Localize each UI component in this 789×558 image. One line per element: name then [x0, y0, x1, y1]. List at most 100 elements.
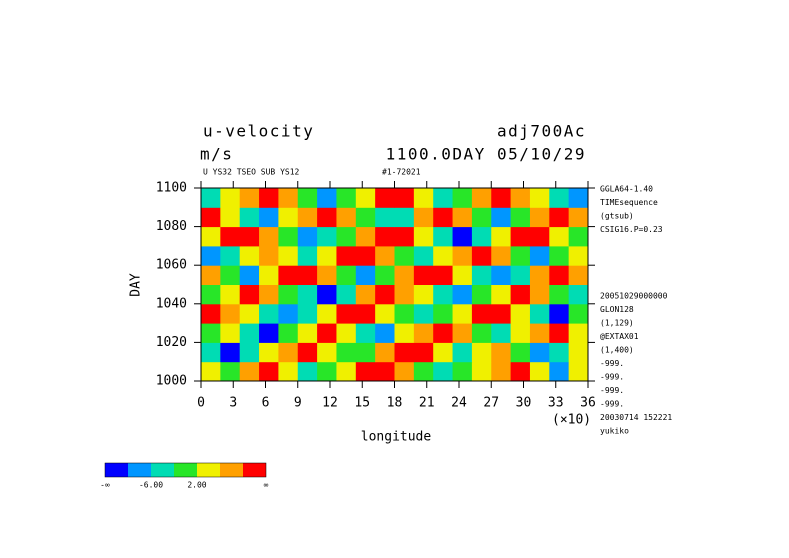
heatmap-cell: [491, 284, 512, 305]
heatmap-cell: [452, 361, 473, 382]
heatmap-cell: [375, 207, 395, 228]
heatmap-cell: [297, 188, 318, 208]
heatmap-cell: [259, 284, 279, 305]
heatmap-cell: [201, 342, 221, 363]
heatmap-cell: [394, 323, 415, 343]
heatmap-cell: [278, 323, 299, 343]
heatmap-cell: [201, 226, 221, 247]
heatmap-cell: [510, 265, 531, 285]
heatmap-cell: [452, 265, 473, 285]
heatmap-cell: [355, 207, 376, 228]
heatmap-cell: [355, 265, 376, 285]
heatmap-cell: [549, 323, 570, 343]
heatmap-cell: [549, 342, 570, 363]
heatmap-cell: [452, 188, 473, 208]
heatmap-cell: [297, 207, 318, 228]
heatmap-cell: [452, 245, 473, 266]
heatmap-cell: [297, 265, 318, 285]
time-label: 1100.0DAY 05/10/29: [386, 145, 586, 164]
info-text: GLON128: [600, 305, 634, 314]
heatmap-cell: [510, 303, 531, 324]
heatmap-cell: [471, 284, 492, 305]
heatmap-cell: [549, 188, 570, 208]
heatmap-cell: [510, 188, 531, 208]
heatmap-cell: [278, 284, 299, 305]
heatmap-cell: [568, 265, 589, 285]
heatmap-cell: [529, 207, 550, 228]
heatmap-cell: [568, 245, 589, 266]
heatmap-cell: [413, 342, 434, 363]
info-text: TIMEsequence: [600, 198, 658, 207]
x-tick-label: 12: [322, 396, 338, 411]
info-text: 20030714 152221: [600, 413, 672, 422]
heatmap-cell: [529, 323, 550, 343]
heatmap-cell: [336, 265, 357, 285]
heatmap-cell: [491, 188, 512, 208]
heatmap-cell: [297, 303, 318, 324]
heatmap-cell: [278, 361, 299, 382]
chart-title: u-velocity: [203, 122, 314, 141]
colorbar-label: ∞: [264, 481, 269, 490]
heatmap-cell: [452, 303, 473, 324]
heatmap-cell: [355, 303, 376, 324]
heatmap-cell: [317, 284, 337, 305]
heatmap-cell: [471, 188, 492, 208]
heatmap-cell: [491, 226, 512, 247]
heatmap-cell: [201, 188, 221, 208]
heatmap-cell: [394, 226, 415, 247]
heatmap-cell: [259, 226, 279, 247]
x-tick-label: 33: [548, 396, 564, 411]
heatmap-cell: [413, 207, 434, 228]
heatmap-cell: [394, 207, 415, 228]
x-tick-label: 18: [387, 396, 403, 411]
heatmap-cell: [529, 188, 550, 208]
heatmap-cell: [471, 265, 492, 285]
heatmap-cell: [201, 361, 221, 382]
heatmap-cell: [510, 284, 531, 305]
heatmap-cell: [433, 207, 454, 228]
heatmap-cell: [336, 323, 357, 343]
heatmap-cell: [259, 342, 279, 363]
heatmap-cell: [510, 226, 531, 247]
heatmap-cell: [529, 245, 550, 266]
heatmap-cell: [491, 265, 512, 285]
heatmap-cell: [549, 361, 570, 382]
heatmap-cell: [336, 245, 357, 266]
heatmap-cell: [336, 303, 357, 324]
heatmap-cell: [568, 342, 589, 363]
heatmap-cell: [317, 245, 337, 266]
heatmap-cell: [297, 361, 318, 382]
colorbar-swatch: [105, 463, 128, 477]
heatmap-cell: [317, 323, 337, 343]
heatmap-cell: [259, 323, 279, 343]
units: m/s: [200, 145, 233, 164]
heatmap-cell: [317, 188, 337, 208]
heatmap-cell: [239, 207, 260, 228]
info-text: @EXTAX01: [600, 332, 639, 341]
heatmap-cell: [491, 303, 512, 324]
heatmap-cell: [239, 284, 260, 305]
heatmap-cell: [355, 284, 376, 305]
heatmap-cell: [220, 265, 241, 285]
heatmap-cell: [336, 361, 357, 382]
x-tick-label: 6: [262, 396, 270, 411]
heatmap-cell: [259, 303, 279, 324]
heatmap-cell: [491, 207, 512, 228]
heatmap-cell: [355, 226, 376, 247]
info-text: -999.: [600, 359, 624, 368]
y-axis-label: DAY: [129, 273, 144, 297]
heatmap-cell: [278, 265, 299, 285]
heatmap-cell: [317, 226, 337, 247]
x-tick-label: 27: [483, 396, 499, 411]
heatmap-cell: [529, 265, 550, 285]
colorbar-label: -∞: [100, 481, 110, 490]
heatmap-cell: [278, 207, 299, 228]
heatmap-cell: [375, 226, 395, 247]
heatmap-cell: [201, 207, 221, 228]
info-text: -999.: [600, 386, 624, 395]
heatmap-cell: [452, 323, 473, 343]
colorbar-swatch: [243, 463, 266, 477]
heatmap-cell: [549, 303, 570, 324]
heatmap-cell: [297, 284, 318, 305]
heatmap-cell: [259, 188, 279, 208]
